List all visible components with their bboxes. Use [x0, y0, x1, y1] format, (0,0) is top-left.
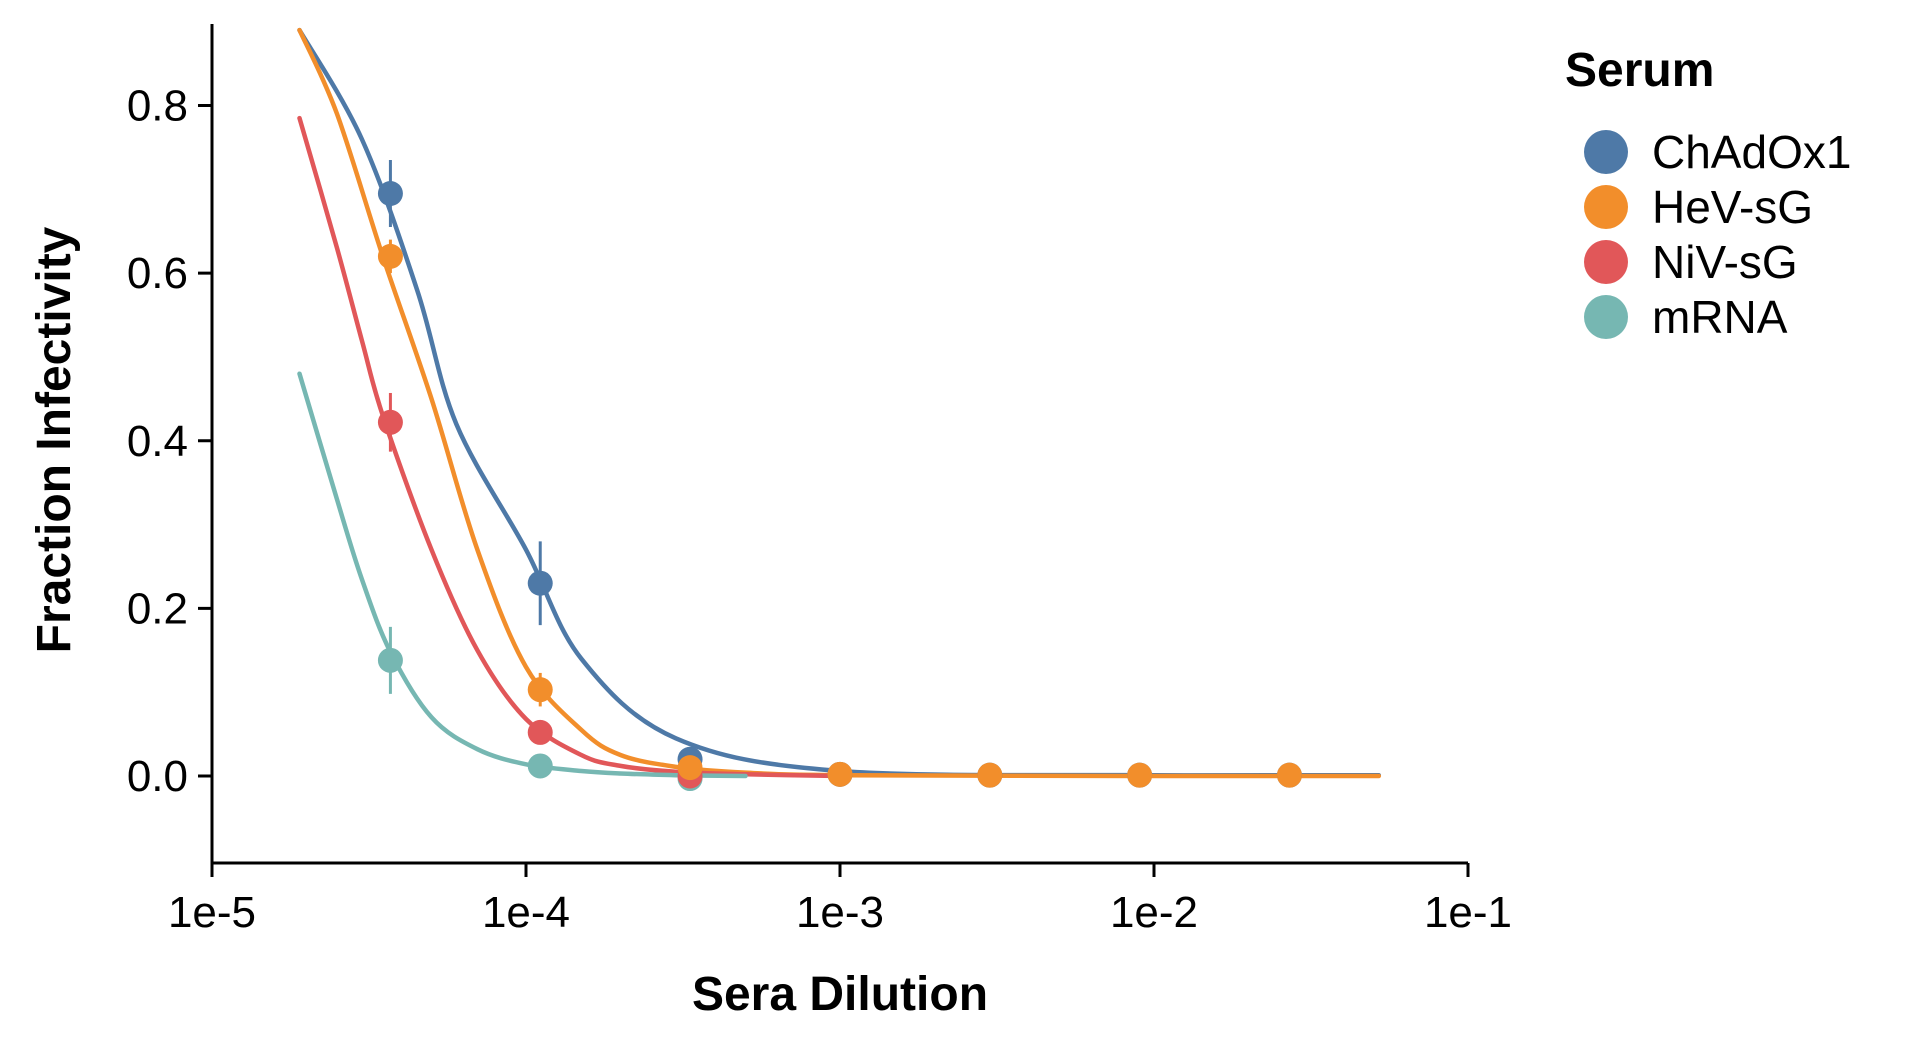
y-tick-label: 0.2 [127, 584, 188, 633]
data-point [377, 647, 403, 673]
x-tick-label: 1e-2 [1110, 888, 1198, 937]
data-point [377, 181, 403, 207]
hev-sg-legend-label: HeV-sG [1652, 181, 1813, 233]
hev-sg-legend-marker [1584, 185, 1628, 229]
x-tick-label: 1e-1 [1424, 888, 1512, 937]
data-point [377, 409, 403, 435]
data-point [827, 761, 853, 787]
mrna-fit-curve [297, 371, 748, 779]
x-tick-label: 1e-5 [168, 888, 256, 937]
x-ticks: 1e-5 1e-4 1e-3 1e-2 1e-1 [168, 863, 1512, 937]
x-axis-title: Sera Dilution [692, 968, 988, 1021]
legend-title: Serum [1565, 44, 1714, 97]
y-tick-label: 0.6 [127, 249, 188, 298]
niv-sg-legend-label: NiV-sG [1652, 236, 1798, 288]
hev-sg-fit-curve [297, 27, 1382, 779]
data-point [527, 570, 553, 596]
data-points [377, 159, 1302, 792]
mrna-legend-label: mRNA [1652, 291, 1788, 343]
niv-sg-legend-marker [1584, 240, 1628, 284]
mrna-legend-marker [1584, 295, 1628, 339]
data-point [1276, 762, 1302, 788]
chadox1-fit-curve [297, 27, 1382, 778]
data-point [377, 243, 403, 269]
y-axis-title: Fraction Infectivity [28, 226, 81, 653]
y-tick-label: 0.4 [127, 417, 188, 466]
y-tick-label: 0.8 [127, 82, 188, 131]
axes [210, 24, 1468, 865]
x-tick-label: 1e-3 [796, 888, 884, 937]
data-point [1127, 762, 1153, 788]
niv-sg-fit-curve [297, 115, 843, 779]
data-point [527, 719, 553, 745]
data-point [977, 762, 1003, 788]
chadox1-points [377, 159, 1302, 788]
chadox1-legend-marker [1584, 130, 1628, 174]
data-point [677, 755, 703, 781]
hev-sg-points [377, 239, 1302, 788]
data-point [527, 753, 553, 779]
x-tick-label: 1e-4 [482, 888, 570, 937]
y-tick-label: 0.0 [127, 752, 188, 801]
niv-sg-points [377, 392, 703, 789]
data-point [527, 677, 553, 703]
chadox1-legend-label: ChAdOx1 [1652, 126, 1851, 178]
fit-curves [297, 27, 1382, 779]
y-ticks: 0.0 0.2 0.4 0.6 0.8 [127, 82, 212, 801]
